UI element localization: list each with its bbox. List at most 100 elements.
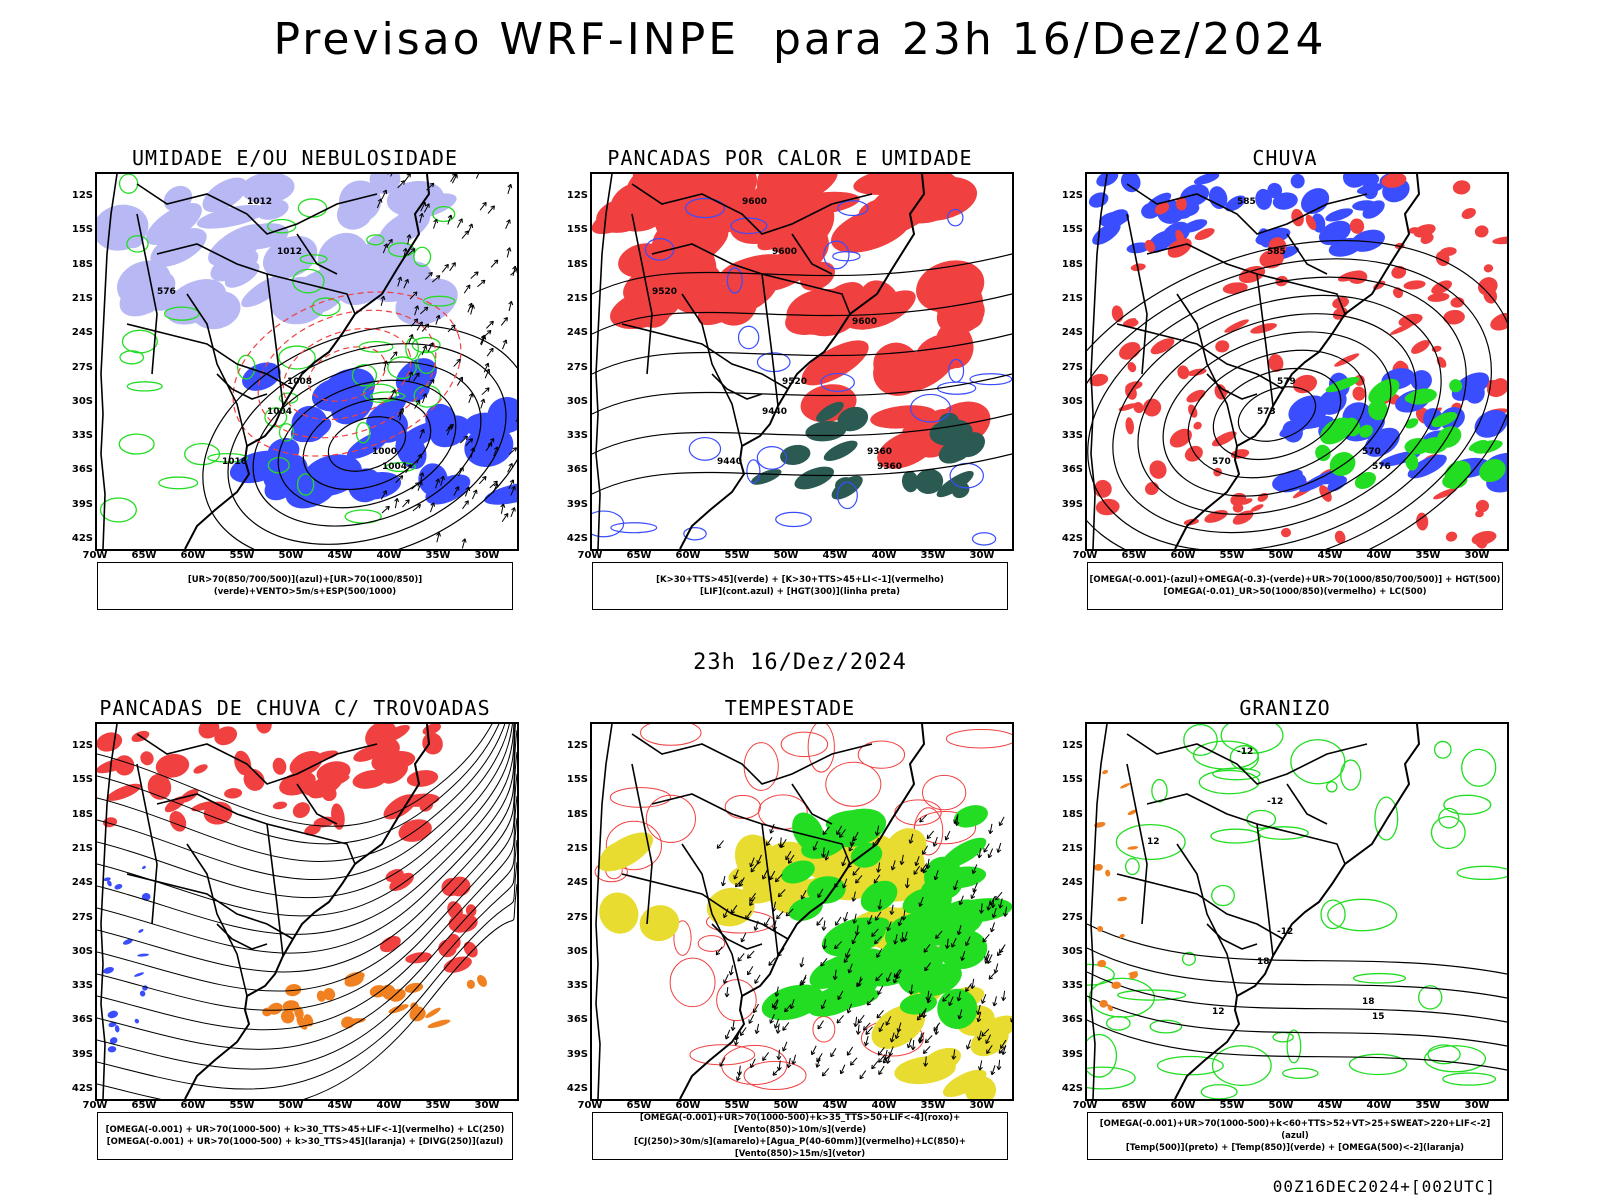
wind-vector <box>920 863 928 872</box>
shaded-area <box>294 1005 304 1020</box>
humidity-contour <box>432 206 456 223</box>
temp500-contour <box>1087 1019 1507 1071</box>
wind-vector-head <box>415 372 420 377</box>
shaded-area <box>1186 389 1206 403</box>
wind-vector-head <box>429 182 435 188</box>
precip-water-contour <box>825 761 882 807</box>
shaded-area <box>1348 270 1368 284</box>
contour-line <box>252 361 482 527</box>
contour-label: 9360 <box>877 462 902 472</box>
wind-vector <box>890 1032 895 1043</box>
wind-vector <box>965 983 972 992</box>
shaded-area <box>1127 846 1139 850</box>
lat-tick-label: 42S <box>71 1083 93 1094</box>
contour-label: 1016 <box>222 457 247 467</box>
lon-tick-label: 55W <box>229 550 255 561</box>
wind-vector <box>878 1065 885 1075</box>
wind-vector-head <box>977 1066 983 1071</box>
wind-vector-head <box>398 410 404 415</box>
wind-vector-head <box>430 502 436 507</box>
west-coastline <box>1090 724 1108 1099</box>
wind-vector <box>424 272 433 280</box>
wind-vector-head <box>489 437 495 443</box>
wind-vector-head <box>893 973 899 978</box>
hgt300-line <box>592 373 1012 415</box>
wind-vector <box>478 476 487 485</box>
wind-vector-head <box>957 1015 963 1020</box>
lon-tick-label: 50W <box>278 1100 304 1111</box>
lif-contour <box>820 372 855 392</box>
wind-vector <box>435 315 440 325</box>
lat-tick-label: 30S <box>71 945 93 957</box>
shaded-area <box>463 941 478 958</box>
temp850-contour <box>1424 1045 1487 1073</box>
wind-vector <box>753 1003 759 1013</box>
temp850-contour <box>1325 781 1338 793</box>
wind-vector-head <box>782 1047 787 1052</box>
shaded-area <box>196 204 267 229</box>
shaded-area <box>316 761 351 784</box>
shaded-area <box>344 971 365 983</box>
lon-tick-label: 40W <box>376 550 402 561</box>
wind-vector <box>414 399 421 409</box>
lat-tick-label: 18S <box>71 808 93 820</box>
wind-vector <box>878 1022 885 1032</box>
wind-vector <box>450 174 456 183</box>
wind-vector-head <box>506 247 512 252</box>
wind-vector-head <box>996 951 1002 957</box>
lat-tick-label: 15S <box>71 774 93 786</box>
lon-tick-label: 50W <box>773 1100 799 1111</box>
wind-vector-head <box>846 1009 852 1014</box>
temp850-contour <box>1286 1029 1302 1064</box>
shaded-area <box>785 299 842 335</box>
wind-vector-head <box>990 1070 996 1076</box>
political-border <box>631 183 873 235</box>
wind-vector-head <box>723 913 728 919</box>
shaded-area <box>1177 365 1190 380</box>
wind-vector-head <box>906 1043 912 1049</box>
wind-vector <box>750 863 758 873</box>
wind-vector-head <box>950 943 956 948</box>
wind-vector <box>877 1047 885 1056</box>
wind-vector <box>997 947 1004 956</box>
shaded-area <box>381 762 408 784</box>
contour-label: 9360 <box>867 447 892 457</box>
wind-vector <box>823 920 826 931</box>
shaded-area <box>1127 362 1137 373</box>
wind-vector <box>461 230 469 239</box>
wind-vector <box>462 500 469 510</box>
wind-vector-head <box>970 894 976 900</box>
political-border <box>711 373 763 400</box>
wind-vector <box>889 1046 894 1057</box>
lon-tick-label: 60W <box>180 1100 206 1111</box>
shaded-area <box>208 224 268 266</box>
wind-vector-head <box>844 953 850 958</box>
wind-vector-head <box>965 941 970 947</box>
shaded-area <box>383 794 417 820</box>
shaded-area <box>1330 459 1348 471</box>
wind-vector <box>779 837 782 848</box>
shaded-area <box>1125 318 1137 324</box>
wind-vector <box>953 880 959 891</box>
wind-vector <box>507 184 512 195</box>
wind-vector-head <box>749 1063 755 1069</box>
temp850-contour <box>1087 963 1115 986</box>
wind-vector <box>490 259 499 268</box>
wind-vector <box>501 513 509 523</box>
shaded-area <box>1194 228 1215 241</box>
streamline <box>97 751 517 992</box>
contour-label: 576 <box>1372 462 1391 472</box>
shaded-area <box>596 198 649 233</box>
wind-vector <box>865 1035 869 1046</box>
wind-vector-head <box>998 821 1004 827</box>
shaded-area <box>241 174 295 204</box>
political-border <box>631 213 653 375</box>
humidity-contour <box>385 461 416 473</box>
wind-vector-head <box>908 839 914 844</box>
shaded-area <box>1105 869 1111 877</box>
shaded-area <box>155 753 190 778</box>
wind-vector-head <box>382 189 388 195</box>
wind-vector <box>764 917 771 927</box>
shaded-area <box>303 1014 314 1027</box>
wind-vector <box>407 248 416 256</box>
